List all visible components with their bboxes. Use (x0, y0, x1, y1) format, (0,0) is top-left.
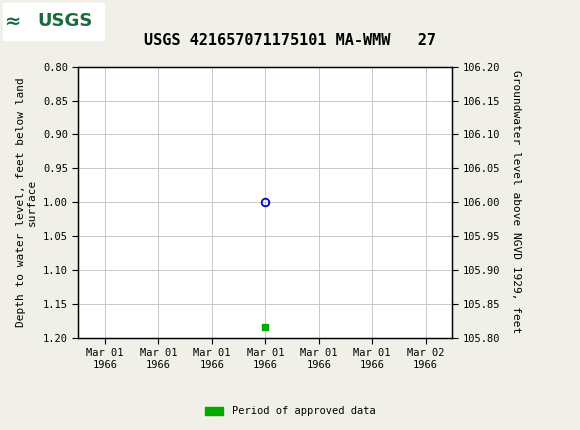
Y-axis label: Depth to water level, feet below land
surface: Depth to water level, feet below land su… (16, 77, 37, 327)
Text: ≈: ≈ (5, 12, 21, 31)
Bar (3, 3, 104, 40)
Text: USGS 421657071175101 MA-WMW   27: USGS 421657071175101 MA-WMW 27 (144, 34, 436, 48)
Text: USGS: USGS (38, 12, 93, 31)
Y-axis label: Groundwater level above NGVD 1929, feet: Groundwater level above NGVD 1929, feet (512, 71, 521, 334)
Legend: Period of approved data: Period of approved data (201, 402, 379, 421)
